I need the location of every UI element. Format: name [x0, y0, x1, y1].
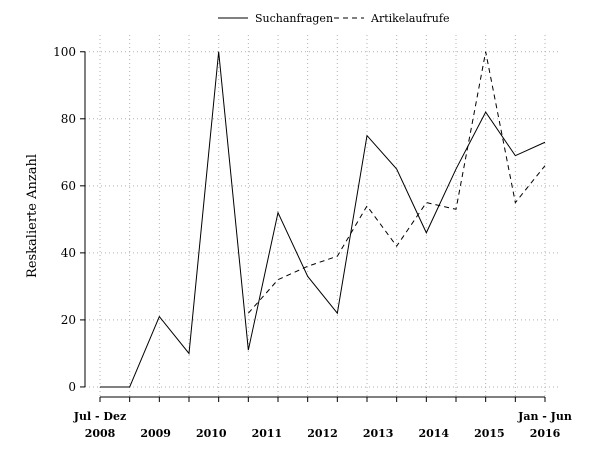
series-line-suchanfragen — [100, 51, 546, 388]
x-tick-label: 2011 — [252, 427, 283, 440]
x-tick-label: 2016 — [530, 427, 561, 440]
x-ticks: Jul - Dez 2008 2009 2010 2011 2012 2013 2014 201… — [73, 397, 572, 440]
x-tick-label: 2013 — [363, 427, 394, 440]
y-tick-label: 20 — [61, 313, 76, 327]
y-tick-label: 60 — [61, 179, 76, 193]
x-tick-label: 2015 — [474, 427, 505, 440]
x-tick-label: 2009 — [140, 427, 171, 440]
legend-label-artikelaufrufe: Artikelaufrufe — [370, 12, 449, 25]
x-tick-label-top: Jul - Dez — [73, 410, 126, 423]
grid — [85, 35, 560, 397]
series-lines — [100, 51, 546, 388]
y-tick-label: 100 — [53, 45, 76, 59]
legend: Suchanfragen Artikelaufrufe — [218, 12, 449, 25]
axes — [84, 51, 545, 398]
series-line-artikelaufrufe — [247, 51, 546, 314]
y-axis-label: Reskalierte Anzahl — [25, 154, 40, 278]
x-tick-label: 2008 — [85, 427, 116, 440]
x-tick-label-top: Jan - Jun — [517, 410, 572, 423]
y-ticks: 0 20 40 60 80 100 — [53, 45, 85, 394]
x-tick-label: 2010 — [196, 427, 227, 440]
y-tick-label: 40 — [61, 246, 76, 260]
y-tick-label: 80 — [61, 112, 76, 126]
x-tick-label: 2012 — [307, 427, 338, 440]
legend-label-suchanfragen: Suchanfragen — [255, 12, 333, 25]
y-tick-label: 0 — [68, 380, 76, 394]
x-tick-label: 2014 — [418, 427, 449, 440]
